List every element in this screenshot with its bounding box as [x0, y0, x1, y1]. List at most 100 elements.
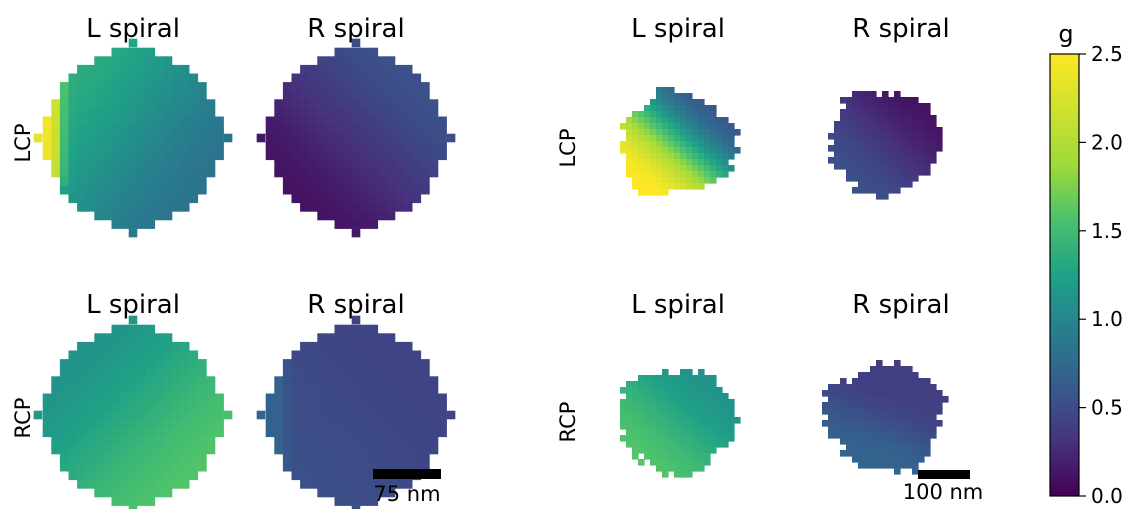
heatmap-pixel	[282, 384, 293, 395]
heatmap-pixel	[188, 350, 199, 360]
heatmap-pixel	[85, 90, 95, 100]
heatmap-pixel	[852, 420, 859, 427]
heatmap-pixel	[882, 402, 889, 409]
heatmap-pixel	[282, 159, 293, 169]
heatmap-pixel	[180, 402, 190, 412]
heatmap-pixel	[197, 453, 207, 463]
heatmap-pixel	[930, 420, 937, 427]
heatmap-pixel	[377, 462, 387, 472]
heatmap-pixel	[632, 141, 639, 148]
heatmap-pixel	[906, 450, 913, 457]
heatmap-pixel	[894, 390, 901, 397]
heatmap-pixel	[188, 90, 199, 100]
heatmap-pixel	[77, 402, 87, 412]
heatmap-pixel	[206, 150, 216, 161]
heatmap-pixel	[128, 99, 138, 109]
heatmap-pixel	[846, 390, 853, 397]
heatmap-pixel	[334, 185, 344, 195]
heatmap-pixel	[912, 169, 919, 176]
heatmap-pixel	[912, 121, 919, 128]
heatmap-pixel	[930, 432, 937, 439]
heatmap-pixel	[632, 171, 639, 178]
heatmap-pixel	[662, 87, 669, 94]
heatmap-pixel	[386, 99, 396, 109]
heatmap-pixel	[429, 150, 439, 161]
heatmap-pixel	[394, 384, 404, 395]
heatmap-pixel	[686, 453, 693, 460]
heatmap-pixel	[120, 384, 130, 395]
heatmap-pixel	[888, 438, 895, 445]
heatmap-pixel	[411, 393, 422, 403]
heatmap-pixel	[68, 116, 78, 126]
heatmap-pixel	[351, 38, 361, 48]
heatmap-pixel	[864, 169, 871, 176]
heatmap-pixel	[120, 427, 130, 438]
heatmap-pixel	[710, 381, 717, 388]
heatmap-pixel	[274, 168, 284, 178]
heatmap-pixel	[334, 176, 344, 186]
heatmap-pixel	[368, 73, 379, 83]
heatmap-pixel	[686, 165, 693, 172]
heatmap-pixel	[171, 341, 181, 352]
heatmap-pixel	[644, 159, 651, 166]
heatmap-pixel	[188, 99, 199, 109]
heatmap-pixel	[674, 381, 681, 388]
heatmap-pixel	[864, 133, 871, 140]
heatmap-pixel	[906, 109, 913, 116]
heatmap-pixel	[828, 157, 835, 164]
heatmap-pixel	[188, 427, 199, 438]
heatmap-pixel	[638, 405, 645, 412]
heatmap-pixel	[912, 175, 919, 182]
heatmap-pixel	[900, 181, 907, 188]
heatmap-pixel	[265, 419, 275, 429]
heatmap-pixel	[686, 117, 693, 124]
heatmap-pixel	[876, 133, 883, 140]
heatmap-pixel	[145, 470, 156, 481]
heatmap-pixel	[840, 420, 847, 427]
heatmap-pixel	[163, 90, 173, 100]
heatmap-pixel	[102, 367, 113, 377]
heatmap-pixel	[822, 390, 829, 397]
heatmap-pixel	[411, 436, 422, 446]
heatmap-pixel	[882, 396, 889, 403]
heatmap-pixel	[722, 417, 729, 424]
heatmap-pixel	[710, 153, 717, 160]
heatmap-pixel	[386, 176, 396, 186]
heatmap-pixel	[429, 427, 439, 438]
heatmap-pixel	[282, 436, 293, 446]
heatmap-pixel	[351, 393, 361, 403]
heatmap-pixel	[291, 427, 301, 438]
heatmap-pixel	[386, 82, 396, 92]
heatmap-pixel	[852, 169, 859, 176]
heatmap-pixel	[626, 429, 633, 436]
heatmap-pixel	[698, 177, 705, 184]
heatmap-pixel	[197, 410, 207, 420]
heatmap-pixel	[282, 142, 293, 152]
heatmap-pixel	[102, 150, 113, 161]
heatmap-pixel	[870, 163, 877, 170]
heatmap-pixel	[680, 459, 687, 466]
heatmap-pixel	[59, 359, 70, 369]
heatmap-pixel	[864, 109, 871, 116]
heatmap-pixel	[120, 359, 130, 369]
heatmap-pixel	[334, 419, 344, 429]
heatmap-pixel	[360, 350, 370, 360]
heatmap-pixel	[858, 456, 865, 463]
heatmap-pixel	[120, 350, 130, 360]
heatmap-pixel	[59, 133, 70, 143]
heatmap-pixel	[692, 453, 699, 460]
heatmap-pixel	[912, 432, 919, 439]
heatmap-pixel	[686, 387, 693, 394]
heatmap-pixel	[68, 159, 78, 169]
heatmap-pixel	[876, 97, 883, 104]
heatmap-pixel	[620, 435, 627, 442]
heatmap-pixel	[377, 453, 387, 463]
heatmap-pixel	[894, 97, 901, 104]
heatmap-pixel	[325, 333, 336, 343]
heatmap-pixel	[154, 393, 164, 403]
heatmap-pixel	[882, 109, 889, 116]
heatmap-pixel	[325, 159, 336, 169]
heatmap-pixel	[828, 145, 835, 152]
heatmap-pixel	[368, 107, 379, 118]
heatmap-pixel	[429, 393, 439, 403]
